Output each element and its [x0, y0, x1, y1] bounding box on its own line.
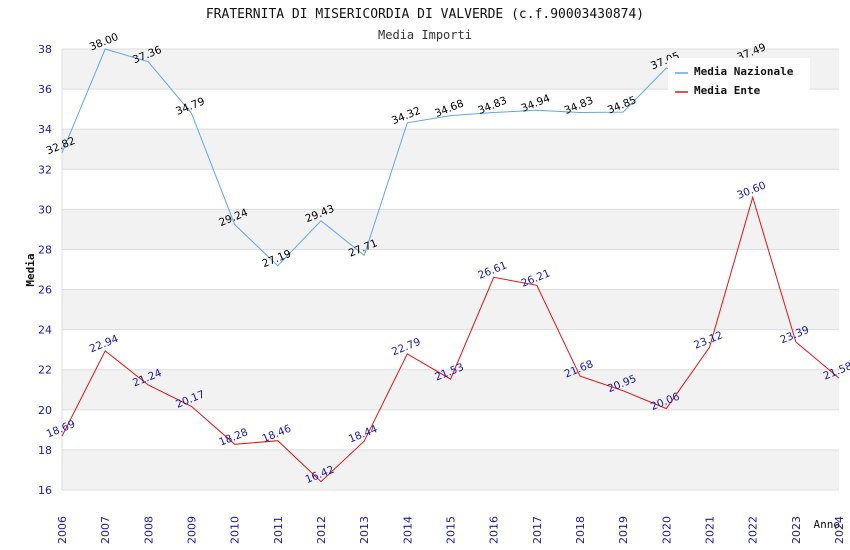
x-tick-label: 2008 — [142, 516, 155, 544]
y-tick-label: 30 — [38, 203, 52, 216]
grid-band — [62, 129, 839, 170]
y-tick-label: 32 — [38, 163, 52, 176]
data-label: 27.19 — [261, 248, 293, 270]
x-tick-label: 2012 — [315, 516, 328, 544]
x-tick-label: 2024 — [833, 516, 846, 544]
data-label: 18.46 — [261, 423, 294, 446]
grid-band — [62, 289, 839, 330]
series-line-0 — [61, 48, 753, 267]
y-tick-label: 28 — [38, 243, 52, 256]
data-label: 34.83 — [476, 95, 508, 117]
y-tick-label: 36 — [38, 83, 52, 96]
y-tick-label: 24 — [38, 324, 52, 337]
data-label: 26.21 — [520, 267, 552, 289]
data-label: 34.68 — [433, 98, 465, 120]
x-tick-label: 2023 — [790, 516, 803, 544]
legend: Media Nazionale Media Ente — [668, 58, 810, 100]
x-tick-label: 2021 — [704, 516, 717, 544]
y-tick-label: 34 — [38, 123, 52, 136]
data-label: 18.28 — [217, 426, 249, 448]
data-label: 34.83 — [563, 95, 595, 117]
x-tick-label: 2016 — [488, 516, 501, 544]
x-tick-label: 2013 — [358, 516, 371, 544]
x-tick-label: 2019 — [617, 516, 630, 544]
data-label: 34.32 — [390, 105, 422, 127]
x-tick-label: 2022 — [747, 516, 760, 544]
x-tick-label: 2017 — [531, 516, 544, 544]
y-tick-label: 26 — [38, 284, 52, 297]
data-label: 30.60 — [735, 179, 767, 201]
x-tick-label: 2014 — [401, 516, 414, 544]
data-label: 34.94 — [520, 92, 553, 115]
x-tick-label: 2020 — [660, 516, 673, 544]
y-tick-labels: 16 18 20 22 24 26 28 30 32 34 36 38 — [38, 43, 52, 497]
grid-band — [62, 209, 839, 250]
y-axis-label: Media — [24, 253, 37, 286]
x-tick-label: 2010 — [229, 516, 242, 544]
y-tick-label: 18 — [38, 444, 52, 457]
grid-band — [62, 369, 839, 410]
chart-title: FRATERNITA DI MISERICORDIA DI VALVERDE (… — [206, 7, 644, 22]
data-label: 26.61 — [476, 259, 508, 281]
x-tick-label: 2006 — [56, 516, 69, 544]
x-tick-label: 2015 — [445, 516, 458, 544]
y-tick-label: 22 — [38, 364, 52, 377]
y-tick-label: 20 — [38, 404, 52, 417]
x-tick-label: 2018 — [574, 516, 587, 544]
data-label: 34.85 — [606, 94, 638, 116]
legend-label-media-nazionale: Media Nazionale — [694, 65, 794, 78]
data-label: 18.69 — [45, 418, 77, 440]
x-tick-label: 2009 — [186, 516, 199, 544]
y-tick-label: 38 — [38, 43, 52, 56]
series-lines — [61, 48, 840, 483]
data-label: 22.79 — [390, 336, 422, 358]
x-tick-label: 2011 — [272, 516, 285, 544]
grid-band — [62, 449, 839, 490]
x-tick-labels: 2006 2007 2008 2009 2010 2011 2012 2013 2014 2015… — [56, 516, 846, 544]
y-tick-label: 16 — [38, 484, 52, 497]
x-axis-label: Anno — [814, 518, 841, 531]
x-tick-label: 2007 — [99, 516, 112, 544]
series-line-1 — [61, 195, 840, 483]
legend-label-media-ente: Media Ente — [694, 84, 761, 97]
legend-box — [668, 58, 810, 100]
chart-subtitle: Media Importi — [378, 28, 472, 42]
